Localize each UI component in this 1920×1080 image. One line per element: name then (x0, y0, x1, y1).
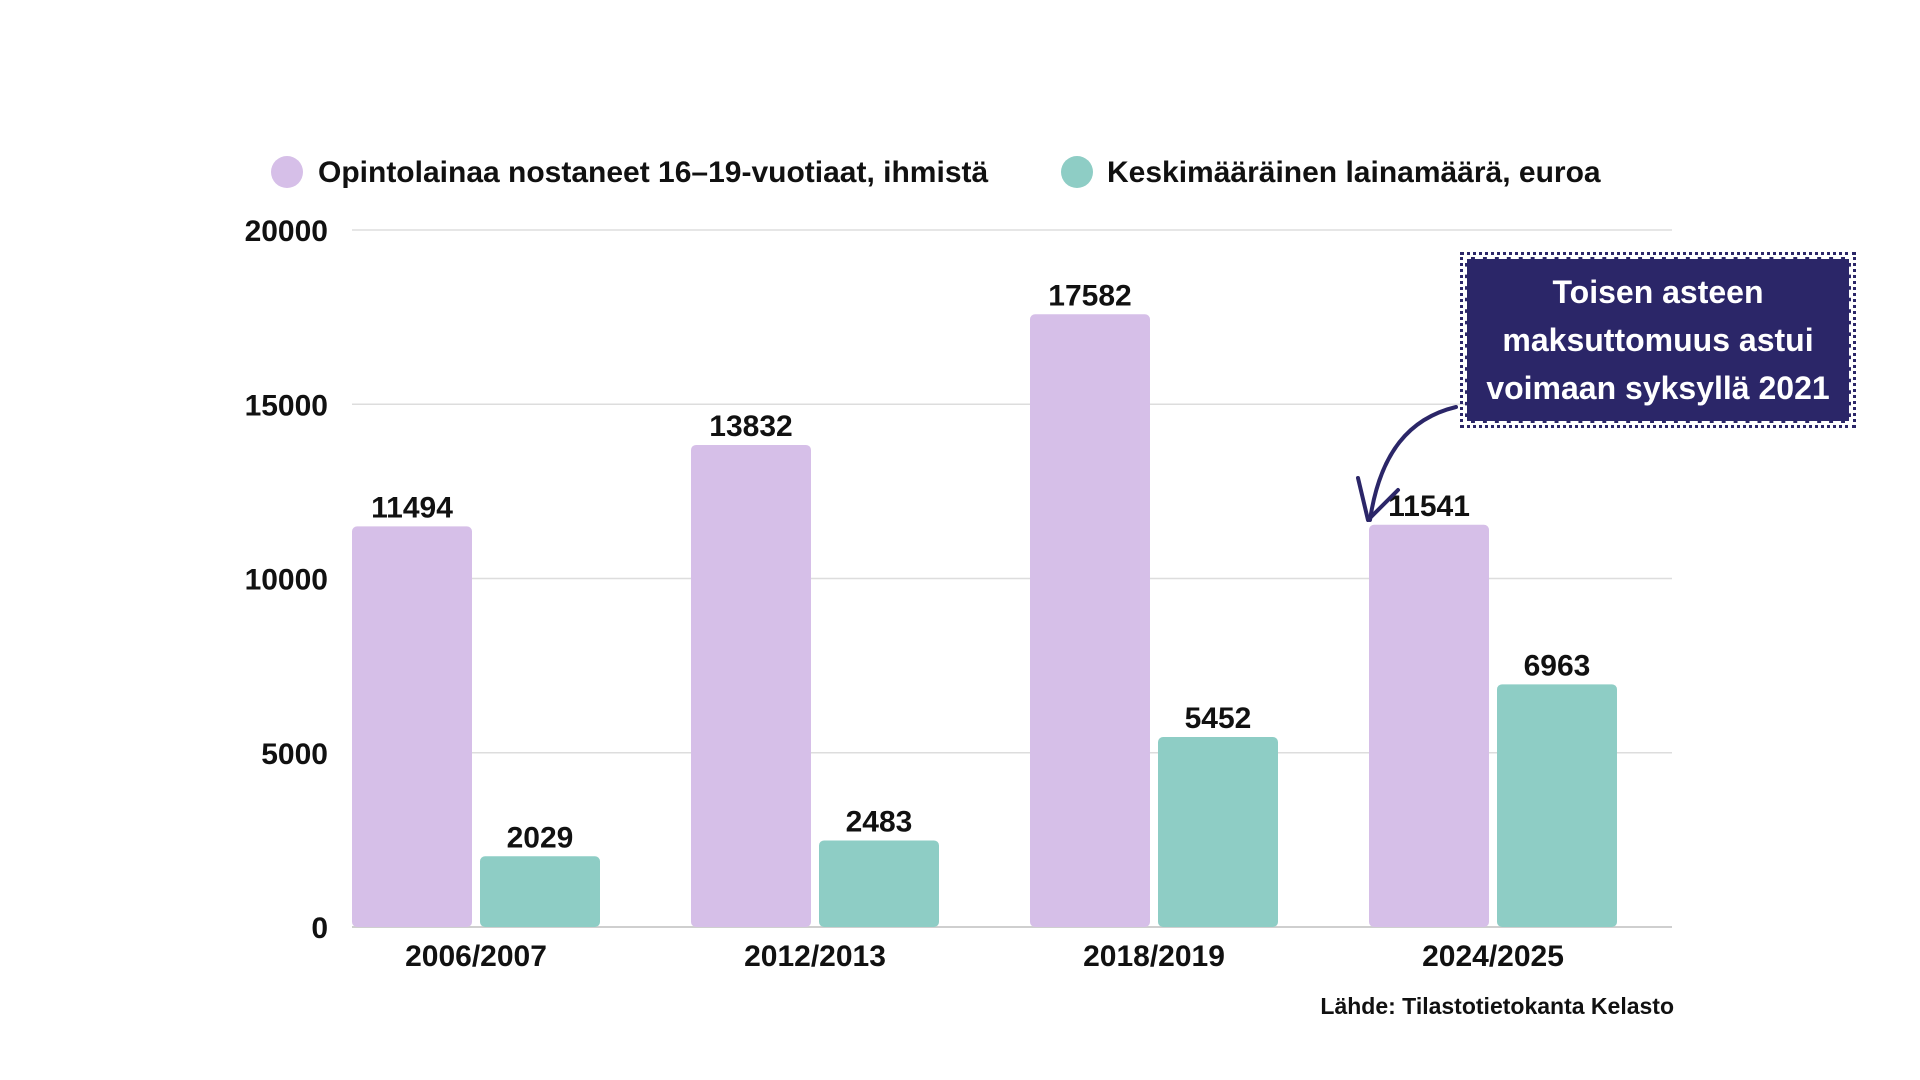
source-note: Lähde: Tilastotietokanta Kelasto (1320, 993, 1674, 1019)
y-axis-ticks: 0 5000 10000 15000 20000 (245, 215, 328, 945)
annotation-arrow (1368, 405, 1458, 522)
bar-avg-loan-1 (819, 840, 939, 927)
legend-label-series-1: Opintolainaa nostaneet 16–19-vuotiaat, i… (318, 156, 988, 189)
data-label: 2483 (846, 805, 913, 838)
legend-swatch-series-1 (271, 156, 303, 188)
bar-avg-loan-2 (1158, 736, 1278, 927)
x-category-label: 2018/2019 (1083, 940, 1225, 973)
annotation-box: Toisen asteen maksuttomuus astui voimaan… (1460, 252, 1856, 428)
bar-borrowers-2 (1030, 314, 1150, 927)
bar-borrowers-1 (691, 444, 811, 927)
bar-avg-loan-3 (1497, 684, 1617, 927)
data-label: 5452 (1185, 702, 1252, 735)
bar-borrowers-0 (352, 526, 472, 927)
legend-swatch-series-2 (1061, 156, 1093, 188)
x-category-label: 2012/2013 (744, 940, 886, 973)
data-label: 11541 (1388, 490, 1470, 523)
y-tick-label: 0 (311, 912, 328, 945)
bars (352, 314, 1617, 927)
data-label: 17582 (1048, 279, 1131, 312)
y-tick-label: 10000 (245, 564, 328, 597)
data-label: 2029 (507, 821, 574, 854)
data-labels: 11494 2029 13832 2483 17582 5452 11541 6963 (371, 279, 1590, 854)
data-label: 6963 (1524, 649, 1591, 682)
y-tick-label: 15000 (245, 389, 328, 422)
y-tick-label: 5000 (261, 738, 328, 771)
x-category-label: 2024/2025 (1422, 940, 1564, 973)
legend-label-series-2: Keskimääräinen lainamäärä, euroa (1107, 156, 1601, 189)
legend: Opintolainaa nostaneet 16–19-vuotiaat, i… (271, 156, 1601, 189)
y-tick-label: 20000 (245, 215, 328, 248)
x-category-label: 2006/2007 (405, 940, 547, 973)
bar-borrowers-3 (1369, 524, 1489, 927)
data-label: 11494 (371, 491, 453, 524)
arrow-head (1356, 476, 1400, 522)
x-axis-categories: 2006/2007 2012/2013 2018/2019 2024/2025 (405, 940, 1564, 973)
data-label: 13832 (709, 410, 792, 443)
bar-avg-loan-0 (480, 856, 600, 927)
